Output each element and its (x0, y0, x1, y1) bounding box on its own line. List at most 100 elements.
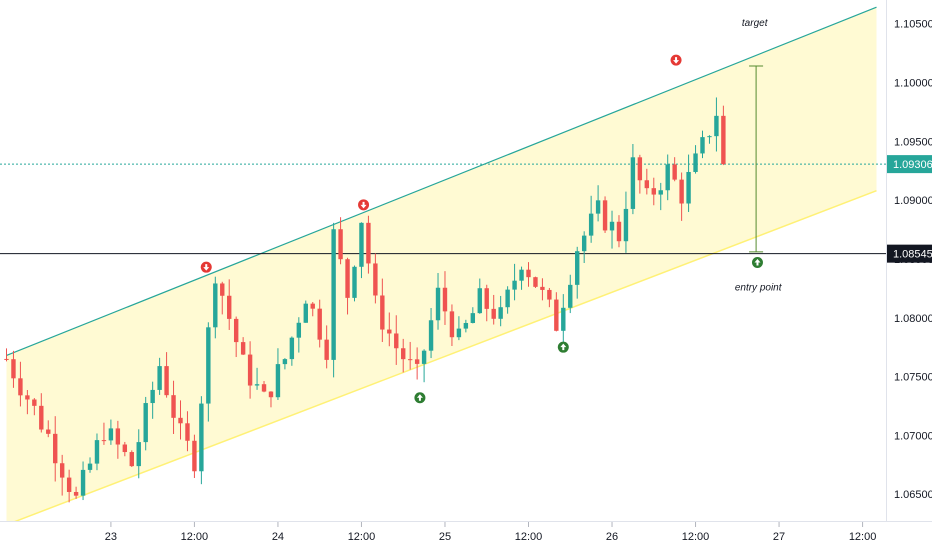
time-tick-label: 12:00 (181, 531, 209, 543)
candle-body (345, 259, 350, 298)
candle-body (164, 366, 169, 396)
candle-body (11, 359, 16, 379)
candle-body (491, 308, 496, 319)
candles (4, 97, 726, 503)
candle-body (59, 463, 65, 478)
price-axis[interactable] (887, 0, 932, 550)
arrow-down-glyph (360, 201, 367, 209)
candle-body (213, 283, 218, 328)
arrow-up-glyph (416, 394, 423, 401)
candle-body (665, 164, 670, 191)
candle-body (108, 428, 114, 441)
price-tick-label: 1.09500 (894, 136, 932, 148)
candle-body (46, 429, 51, 434)
candle-body (32, 399, 37, 406)
candle-body (317, 308, 322, 340)
candle-body (588, 213, 594, 236)
arrow-up-glyph (754, 258, 761, 266)
candle-body (721, 115, 726, 165)
candle-body (526, 269, 531, 278)
axis-ticks: 1.065001.070001.075001.080001.085001.090… (105, 19, 932, 543)
candle-body (707, 136, 712, 138)
candle-body (380, 295, 385, 330)
candle-body (268, 391, 274, 398)
drawings: target entry point (735, 18, 783, 294)
candle-body (394, 333, 399, 349)
time-tick-label: 12:00 (515, 531, 543, 543)
candle-body (18, 378, 23, 396)
candle-body (25, 395, 30, 400)
candle-body (595, 200, 601, 214)
candle-body (240, 342, 246, 355)
candle-body (463, 322, 469, 329)
candle-body (324, 339, 329, 360)
candle-body (679, 179, 684, 204)
candle-body (623, 208, 629, 242)
candle-body (80, 469, 86, 496)
candle-body (178, 417, 183, 424)
candle-body (387, 329, 392, 334)
candle-body (338, 229, 343, 260)
channel-fill (6, 7, 877, 525)
candle-body (554, 299, 559, 331)
price-channel (6, 6, 877, 526)
candle-body (693, 153, 698, 172)
candle-body (672, 164, 677, 180)
current-price-tag-bg (887, 155, 932, 174)
candle-body (87, 463, 93, 470)
candle-body (512, 280, 517, 290)
channel-lower-line (6, 190, 877, 526)
candle-body (185, 423, 190, 441)
price-lines (0, 163, 886, 255)
time-axis[interactable] (0, 522, 932, 550)
candle-body (575, 251, 580, 285)
candle-body (53, 433, 58, 464)
annotation-label: target (742, 18, 769, 29)
buy-arrow-icon (557, 341, 569, 353)
candle-body (561, 307, 566, 331)
candle-body (192, 440, 197, 472)
candle-body (547, 289, 552, 300)
current-price-tag-text: 1.09306 (893, 159, 932, 171)
time-tick-label: 25 (439, 531, 451, 543)
candle-body (366, 222, 371, 264)
price-tags: 1.08545 1.09306 (887, 155, 932, 263)
candle-body (227, 295, 232, 319)
candle-body (303, 303, 308, 323)
candle-body (101, 440, 107, 442)
candle-body (651, 188, 656, 195)
candle-body (428, 320, 434, 351)
candle-body (407, 359, 413, 361)
candle-body (157, 366, 162, 390)
candle-body (143, 403, 148, 443)
time-tick-label: 26 (606, 531, 618, 543)
candle-body (401, 348, 406, 360)
time-tick-label: 27 (773, 531, 785, 543)
candle-body (435, 287, 441, 321)
candle-body (296, 322, 302, 338)
candle-body (505, 289, 510, 308)
candle-body (94, 440, 100, 464)
price-tick-label: 1.09000 (894, 195, 932, 207)
time-tick-label: 24 (272, 531, 284, 543)
level-price-tag-bg (887, 244, 932, 263)
candle-body (470, 313, 476, 323)
buy-arrow-icon (751, 256, 763, 268)
candle-body (66, 477, 72, 492)
candle-body (310, 303, 315, 309)
candle-body (373, 263, 378, 296)
candle-body (714, 115, 719, 137)
candle-body (414, 359, 420, 364)
candle-body (658, 190, 663, 195)
sell-arrow-icon (358, 199, 370, 211)
candle-body (275, 364, 281, 398)
candle-body (289, 337, 295, 360)
candle-body (171, 395, 176, 418)
price-tick-label: 1.07000 (894, 430, 932, 442)
candle-body (581, 235, 587, 252)
price-tick-label: 1.10000 (894, 77, 932, 89)
candle-body (247, 354, 253, 386)
